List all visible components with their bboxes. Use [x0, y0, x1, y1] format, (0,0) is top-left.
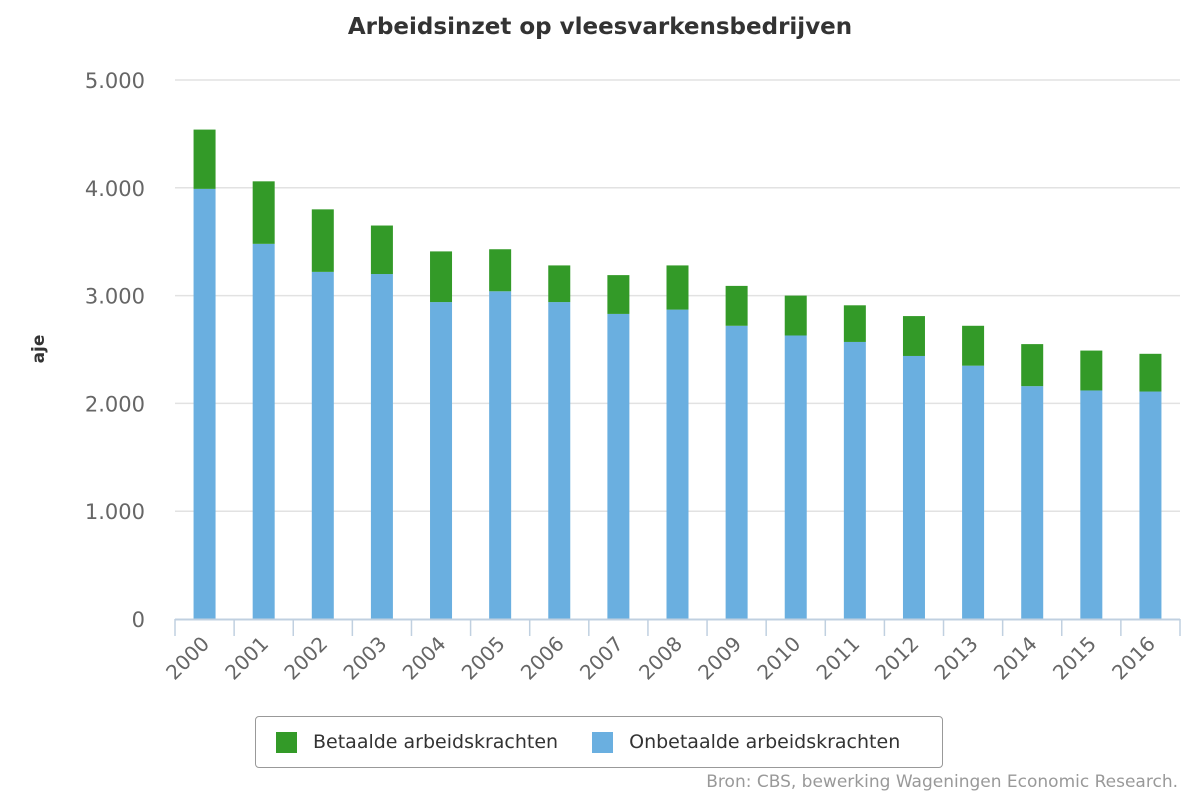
legend-item-betaalde[interactable]: Betaalde arbeidskrachten: [276, 731, 558, 753]
bar-onbetaalde: [430, 302, 453, 619]
x-tick-label: 2001: [220, 632, 273, 685]
y-tick-label: 2.000: [85, 392, 145, 416]
legend-label-betaalde: Betaalde arbeidskrachten: [313, 731, 559, 753]
bar-betaalde: [902, 316, 925, 356]
x-tick-label: 2002: [279, 632, 332, 685]
bar-onbetaalde: [725, 325, 748, 619]
bar-betaalde: [252, 181, 275, 244]
y-tick-label: 0: [132, 608, 145, 632]
bar-betaalde: [489, 249, 512, 292]
x-tick-label: 2000: [161, 632, 214, 685]
bar-betaalde: [1021, 344, 1044, 387]
bar-onbetaalde: [843, 341, 866, 619]
x-tick-label: 2012: [871, 632, 924, 685]
bar-onbetaalde: [489, 291, 512, 619]
x-tick-label: 2009: [693, 632, 746, 685]
x-tick-label: 2015: [1048, 632, 1101, 685]
chart-title: Arbeidsinzet op vleesvarkensbedrijven: [347, 14, 853, 40]
x-tick-label: 2005: [457, 632, 510, 685]
y-tick-label: 4.000: [85, 177, 145, 201]
bar-betaalde: [370, 225, 393, 275]
legend-swatch-betaalde: [276, 731, 297, 753]
bar-betaalde: [962, 325, 985, 366]
bar-onbetaalde: [1021, 386, 1044, 619]
bar-betaalde: [666, 265, 689, 310]
x-tick-label: 2011: [811, 632, 864, 685]
y-tick-label: 3.000: [85, 285, 145, 309]
bar-betaalde: [607, 275, 630, 314]
bar-betaalde: [725, 285, 748, 326]
y-tick-label: 1.000: [85, 500, 145, 524]
bar-onbetaalde: [1080, 390, 1103, 619]
legend-label-onbetaalde: Onbetaalde arbeidskrachten: [629, 731, 901, 753]
bar-onbetaalde: [311, 271, 334, 619]
bar-onbetaalde: [1139, 391, 1162, 619]
x-tick-label: 2003: [338, 632, 391, 685]
bar-onbetaalde: [370, 274, 393, 619]
x-tick-label: 2007: [575, 632, 628, 685]
y-tick-label: 5.000: [85, 69, 145, 93]
bar-betaalde: [548, 265, 571, 303]
x-tick-label: 2010: [752, 632, 805, 685]
bar-onbetaalde: [784, 335, 807, 619]
bar-betaalde: [784, 295, 807, 336]
bar-betaalde: [430, 251, 453, 303]
x-tick-label: 2008: [634, 632, 687, 685]
bar-onbetaalde: [902, 355, 925, 619]
bar-onbetaalde: [548, 302, 571, 619]
bar-onbetaalde: [962, 365, 985, 619]
bar-betaalde: [193, 129, 216, 189]
bar-betaalde: [311, 209, 334, 272]
legend-swatch-onbetaalde: [592, 731, 614, 753]
bar-betaalde: [1080, 350, 1103, 391]
x-tick-label: 2013: [930, 632, 983, 685]
source-credit: Bron: CBS, bewerking Wageningen Economic…: [706, 772, 1178, 792]
bar-onbetaalde: [193, 188, 216, 620]
bar-betaalde: [1139, 353, 1162, 392]
bar-betaalde: [843, 305, 866, 342]
legend: Betaalde arbeidskrachten Onbetaalde arbe…: [255, 716, 943, 768]
x-tick-label: 2006: [516, 632, 569, 685]
x-tick-label: 2004: [398, 632, 451, 685]
bar-onbetaalde: [666, 309, 689, 619]
bar-onbetaalde: [607, 313, 630, 619]
x-tick-label: 2014: [989, 632, 1042, 685]
legend-item-onbetaalde[interactable]: Onbetaalde arbeidskrachten: [592, 731, 900, 753]
bar-onbetaalde: [252, 243, 275, 619]
x-tick-label: 2016: [1107, 632, 1160, 685]
y-axis-title: aje: [29, 335, 49, 364]
